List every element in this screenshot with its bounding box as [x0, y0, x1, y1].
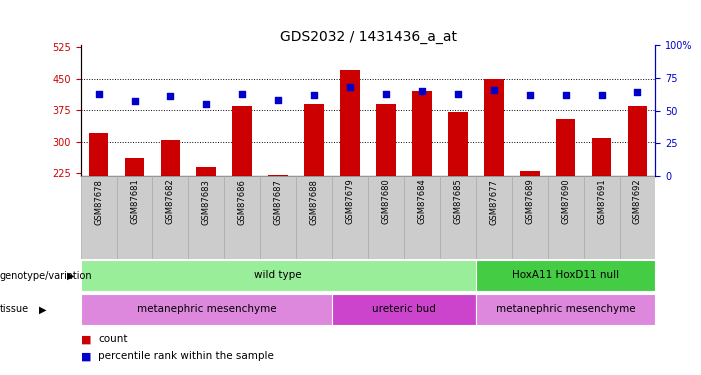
Bar	[476, 260, 655, 291]
Bar	[584, 176, 620, 259]
Bar	[81, 260, 476, 291]
Point	[632, 89, 643, 95]
Text: GSM87688: GSM87688	[310, 179, 319, 225]
Bar	[520, 171, 540, 176]
Text: GSM87683: GSM87683	[202, 179, 211, 225]
Point	[560, 92, 571, 98]
Bar	[368, 176, 404, 259]
Text: genotype/variation: genotype/variation	[0, 271, 93, 280]
Text: ureteric bud: ureteric bud	[372, 304, 436, 314]
Bar	[556, 118, 576, 176]
Point	[488, 87, 499, 93]
Point	[165, 93, 176, 99]
Text: ▶: ▶	[39, 304, 46, 314]
Bar	[404, 176, 440, 259]
Point	[416, 88, 428, 94]
Bar	[440, 176, 476, 259]
Bar	[476, 294, 655, 324]
Text: HoxA11 HoxD11 null: HoxA11 HoxD11 null	[512, 270, 619, 280]
Bar	[376, 104, 396, 176]
Point	[381, 91, 392, 97]
Point	[273, 97, 284, 103]
Bar	[627, 106, 647, 176]
Bar	[592, 138, 611, 176]
Bar	[125, 158, 144, 176]
Text: metanephric mesenchyme: metanephric mesenchyme	[137, 304, 276, 314]
Bar	[116, 176, 153, 259]
Text: GSM87692: GSM87692	[633, 179, 642, 224]
Text: GSM87682: GSM87682	[166, 179, 175, 225]
Text: GSM87685: GSM87685	[454, 179, 463, 225]
Point	[524, 92, 536, 98]
Bar	[304, 104, 324, 176]
Bar	[332, 294, 476, 324]
Text: ■: ■	[81, 334, 91, 344]
Text: GSM87677: GSM87677	[489, 179, 498, 225]
Bar	[89, 134, 109, 176]
Bar	[153, 176, 189, 259]
Text: ■: ■	[81, 351, 91, 361]
Point	[308, 92, 320, 98]
Text: GSM87684: GSM87684	[417, 179, 426, 225]
Point	[596, 92, 607, 98]
Text: GSM87680: GSM87680	[381, 179, 390, 225]
Point	[200, 101, 212, 107]
Bar	[233, 106, 252, 176]
Text: metanephric mesenchyme: metanephric mesenchyme	[496, 304, 635, 314]
Point	[344, 84, 355, 90]
Title: GDS2032 / 1431436_a_at: GDS2032 / 1431436_a_at	[280, 30, 456, 44]
Text: GSM87691: GSM87691	[597, 179, 606, 224]
Bar	[512, 176, 547, 259]
Bar	[476, 176, 512, 259]
Bar	[161, 140, 180, 176]
Bar	[189, 176, 224, 259]
Text: GSM87690: GSM87690	[561, 179, 570, 224]
Bar	[547, 176, 584, 259]
Text: ▶: ▶	[67, 271, 74, 280]
Text: count: count	[98, 334, 128, 344]
Bar	[297, 176, 332, 259]
Point	[93, 91, 104, 97]
Text: GSM87678: GSM87678	[94, 179, 103, 225]
Bar	[620, 176, 655, 259]
Bar	[484, 79, 503, 176]
Text: GSM87689: GSM87689	[525, 179, 534, 225]
Bar	[260, 176, 297, 259]
Text: tissue: tissue	[0, 304, 29, 314]
Text: GSM87687: GSM87687	[273, 179, 283, 225]
Text: GSM87686: GSM87686	[238, 179, 247, 225]
Text: GSM87681: GSM87681	[130, 179, 139, 225]
Bar	[332, 176, 368, 259]
Bar	[268, 175, 288, 176]
Bar	[448, 112, 468, 176]
Bar	[412, 91, 432, 176]
Text: wild type: wild type	[254, 270, 302, 280]
Text: percentile rank within the sample: percentile rank within the sample	[98, 351, 274, 361]
Text: GSM87679: GSM87679	[346, 179, 355, 225]
Bar	[81, 176, 116, 259]
Point	[129, 99, 140, 105]
Bar	[81, 294, 332, 324]
Bar	[340, 70, 360, 176]
Point	[452, 91, 463, 97]
Point	[237, 91, 248, 97]
Bar	[224, 176, 260, 259]
Bar	[196, 167, 216, 176]
